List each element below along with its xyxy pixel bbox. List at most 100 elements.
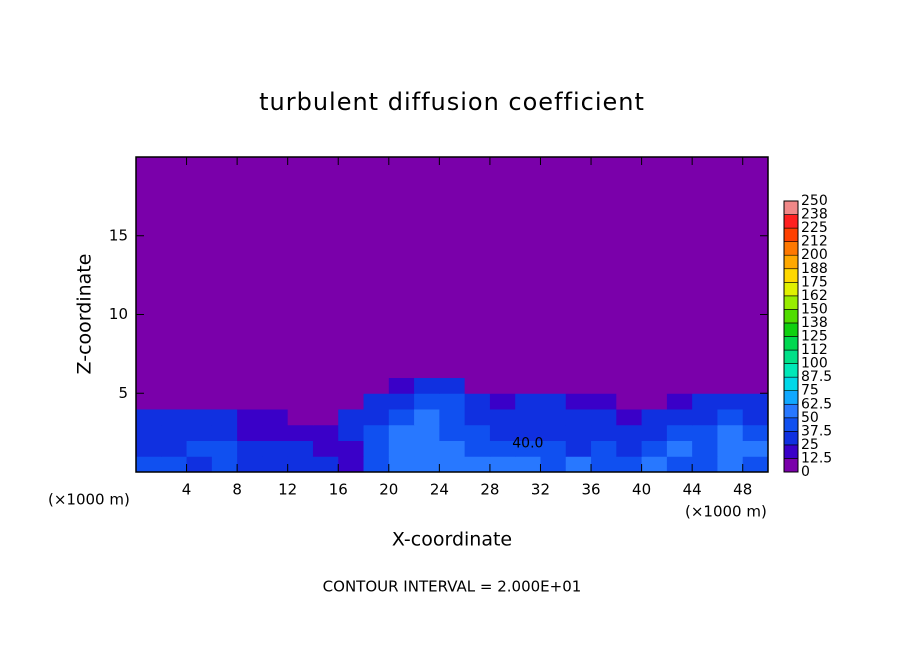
field-cell xyxy=(565,409,592,426)
field-cell xyxy=(540,377,567,394)
field-cell xyxy=(363,440,390,457)
field-cell xyxy=(692,440,718,457)
field-cell xyxy=(186,393,213,410)
colorbar-band xyxy=(783,376,799,391)
colorbar-label: 75 xyxy=(801,383,819,399)
field-cell xyxy=(414,393,440,410)
x-tick-label: 20 xyxy=(379,481,398,499)
field-cell xyxy=(540,361,567,378)
field-cell xyxy=(363,424,390,441)
field-cell xyxy=(338,361,365,378)
colorbar-band xyxy=(783,214,799,229)
colorbar-label: 87.5 xyxy=(801,369,832,385)
colorbar-label: 250 xyxy=(801,193,828,209)
colorbar-band xyxy=(783,268,799,283)
field-cell xyxy=(237,361,263,378)
field-cell xyxy=(616,393,643,410)
field-cell xyxy=(464,440,491,457)
field-cell xyxy=(717,393,744,410)
field-cell xyxy=(211,424,238,441)
field-cell xyxy=(287,456,314,473)
field-cell xyxy=(262,377,289,394)
field-cell xyxy=(161,424,188,441)
field-cell xyxy=(439,361,466,378)
field-cell xyxy=(464,456,491,473)
field-cell xyxy=(388,409,415,426)
field-cell xyxy=(186,424,213,441)
colorbar-band xyxy=(783,254,799,270)
field-cell xyxy=(515,377,541,394)
colorbar-band xyxy=(783,309,799,324)
field-cell xyxy=(136,440,162,457)
x-tick-label: 8 xyxy=(232,481,242,499)
colorbar-band xyxy=(783,349,799,364)
field-cell xyxy=(363,361,390,378)
colorbar-label: 100 xyxy=(801,356,828,372)
field-cell xyxy=(312,456,339,473)
field-cell xyxy=(414,361,440,378)
field-cell xyxy=(692,424,718,441)
field-cell xyxy=(186,361,213,378)
field-cell xyxy=(237,377,263,394)
field-cell xyxy=(287,424,314,441)
field-cell xyxy=(136,456,162,473)
field-cell xyxy=(641,393,668,410)
field-cell xyxy=(262,456,289,473)
colorbar-label: 138 xyxy=(801,315,828,331)
x-tick-label: 36 xyxy=(581,481,600,499)
field-cell xyxy=(616,377,643,394)
field-cell xyxy=(692,377,718,394)
field-cell xyxy=(211,440,238,457)
field-cell xyxy=(717,361,744,378)
field-cell xyxy=(388,456,415,473)
colorbar-band xyxy=(783,241,799,256)
field-cell xyxy=(363,456,390,473)
colorbar-label: 225 xyxy=(801,220,828,236)
field-cell xyxy=(338,440,365,457)
field-cell xyxy=(161,393,188,410)
field-cell xyxy=(515,393,541,410)
field-cell xyxy=(489,456,516,473)
chart-title: turbulent diffusion coefficient xyxy=(259,88,645,116)
field-cell xyxy=(414,440,440,457)
field-cell xyxy=(666,424,693,441)
field-cell xyxy=(489,440,516,457)
field-cell xyxy=(565,361,592,378)
field-cell xyxy=(666,409,693,426)
colorbar-label: 12.5 xyxy=(801,450,832,466)
field-cell xyxy=(717,377,744,394)
field-cell xyxy=(211,377,238,394)
colorbar-band xyxy=(783,390,799,405)
field-cell xyxy=(565,440,592,457)
field-cell xyxy=(616,456,643,473)
field-cell xyxy=(388,377,415,394)
field-cell xyxy=(489,361,516,378)
colorbar-label: 238 xyxy=(801,207,828,223)
field-cell xyxy=(717,456,744,473)
x-tick-label: 32 xyxy=(531,481,550,499)
field-cell xyxy=(666,440,693,457)
x-tick-label: 12 xyxy=(278,481,297,499)
field-cell xyxy=(565,456,592,473)
field-cell xyxy=(692,409,718,426)
colorbar-label: 162 xyxy=(801,288,828,304)
field-cell xyxy=(540,393,567,410)
colorbar-band xyxy=(783,200,799,215)
field-cell xyxy=(515,424,541,441)
field-cell xyxy=(540,440,567,457)
colorbar-band xyxy=(783,322,799,337)
field-cell xyxy=(439,424,466,441)
field-cell xyxy=(312,377,339,394)
colorbar-label: 37.5 xyxy=(801,423,832,439)
field-cell xyxy=(363,393,390,410)
colorbar-label: 200 xyxy=(801,247,828,263)
field-cell xyxy=(338,377,365,394)
colorbar-label: 150 xyxy=(801,301,828,317)
field-cell xyxy=(338,409,365,426)
field-cell xyxy=(136,393,162,410)
field-cell xyxy=(692,456,718,473)
field-cell xyxy=(388,393,415,410)
footer-note: CONTOUR INTERVAL = 2.000E+01 xyxy=(323,578,582,596)
contour-label: 40.0 xyxy=(512,436,543,452)
colorbar-band xyxy=(783,295,799,310)
